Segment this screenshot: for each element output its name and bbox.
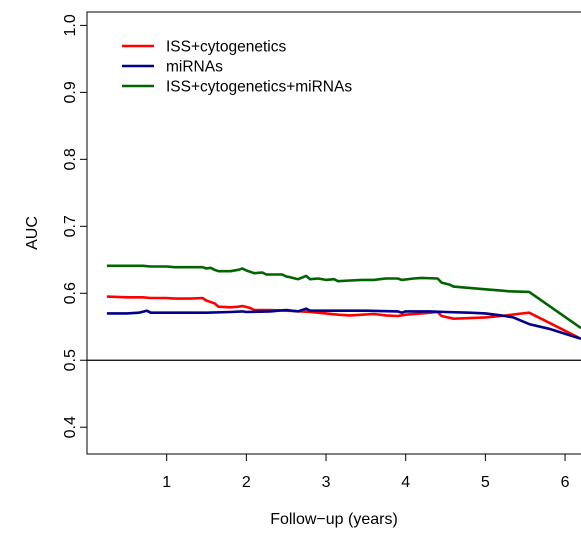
- x-axis: 1 2 3 4 5 6: [162, 454, 570, 491]
- legend: ISS+cytogenetics miRNAs ISS+cytogenetics+m…: [122, 39, 352, 96]
- x-tick-label: 5: [481, 474, 490, 491]
- x-tick-label: 3: [322, 474, 331, 491]
- legend-label-2: miRNAs: [166, 59, 223, 76]
- plot-border: [86, 11, 581, 455]
- y-tick-label: 0.9: [62, 81, 79, 103]
- series-line-1: [106, 295, 581, 340]
- series-line-2: [106, 307, 581, 341]
- y-tick-label: 0.4: [62, 416, 79, 438]
- series-group: [106, 264, 581, 341]
- y-axis-title: AUC: [24, 216, 41, 250]
- y-tick-label: 1.0: [62, 14, 79, 36]
- y-axis: 0.4 0.5 0.6 0.7 0.8 0.9 1.0: [62, 14, 87, 438]
- x-tick-label: 6: [561, 474, 570, 491]
- y-tick-label: 0.7: [62, 215, 79, 237]
- series-line-3: [106, 264, 581, 330]
- x-tick-label: 4: [401, 474, 410, 491]
- y-tick-label: 0.6: [62, 282, 79, 304]
- y-tick-label: 0.5: [62, 349, 79, 371]
- x-tick-label: 2: [242, 474, 251, 491]
- y-tick-label: 0.8: [62, 148, 79, 170]
- legend-label-3: ISS+cytogenetics+miRNAs: [166, 79, 352, 96]
- x-axis-title: Follow−up (years): [270, 511, 398, 528]
- x-tick-label: 1: [162, 474, 171, 491]
- plot-frame: [86, 11, 581, 455]
- legend-label-1: ISS+cytogenetics: [166, 39, 286, 56]
